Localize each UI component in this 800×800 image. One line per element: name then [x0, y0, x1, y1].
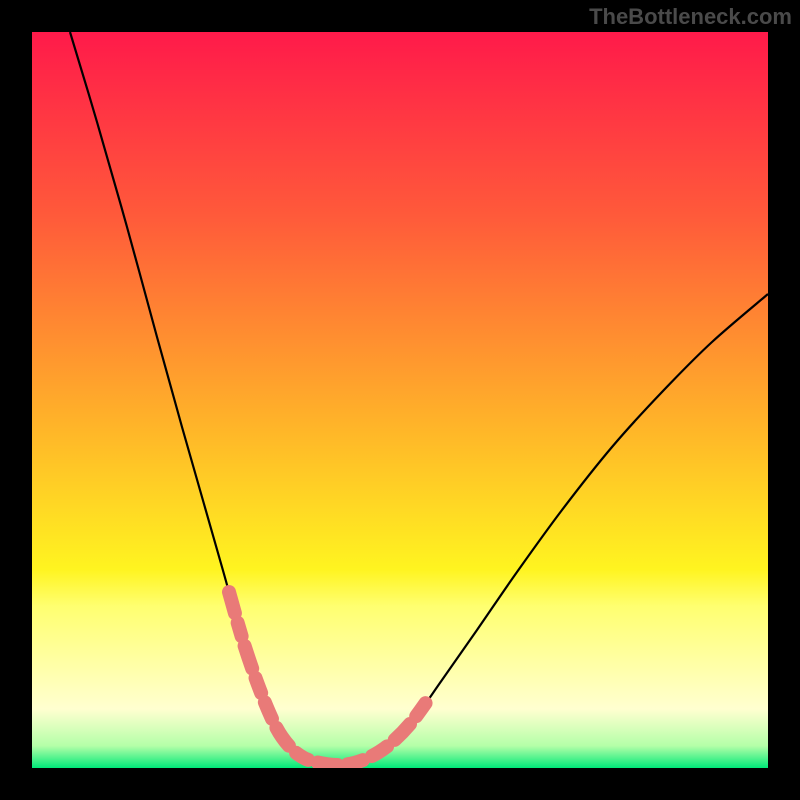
bottleneck-curve [70, 32, 768, 765]
watermark-text: TheBottleneck.com [589, 4, 792, 30]
chart-frame: TheBottleneck.com [0, 0, 800, 800]
curve-layer [32, 32, 768, 768]
highlight-segment [229, 592, 472, 765]
plot-area [32, 32, 768, 768]
